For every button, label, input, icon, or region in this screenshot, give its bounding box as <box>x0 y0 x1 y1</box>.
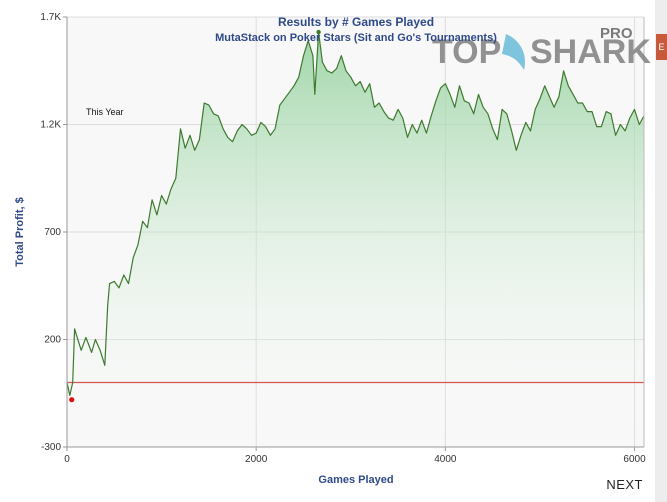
x-tick-label: 2000 <box>245 454 268 465</box>
topshark-logo: TOP SHARK PRO <box>432 25 651 71</box>
series-line <box>67 31 644 396</box>
side-tab[interactable]: E <box>656 34 667 60</box>
right-edge-strip <box>655 0 667 502</box>
y-tick-label: -300 <box>41 442 61 453</box>
chart-subtitle: MutaStack on Poker Stars (Sit and Go's T… <box>215 32 497 44</box>
y-tick-label: 1.2K <box>40 120 61 131</box>
x-tick-label: 6000 <box>623 454 646 465</box>
shark-fin-icon <box>502 34 526 70</box>
x-tick-label: 0 <box>64 454 70 465</box>
logo-text-top: TOP <box>432 33 501 71</box>
next-button[interactable]: NEXT <box>606 477 643 492</box>
series-line-group <box>67 31 644 396</box>
y-tick-label: 200 <box>44 335 61 346</box>
y-tick-label: 1.7K <box>40 12 61 23</box>
markers <box>69 29 321 403</box>
x-axis-ticks: 0 2000 4000 6000 <box>64 447 646 465</box>
logo-badge-pro: PRO <box>600 25 633 42</box>
x-tick-label: 4000 <box>434 454 457 465</box>
y-axis-title: Total Profit, $ <box>14 197 26 266</box>
min-point-marker <box>69 397 75 403</box>
series-area-fill <box>67 32 644 447</box>
logo-text-shark: SHARK <box>530 33 651 71</box>
x-axis-title: Games Played <box>318 474 393 486</box>
series-area <box>67 32 644 447</box>
y-tick-label: 700 <box>44 227 61 238</box>
y-axis-ticks: -300 200 700 1.2K 1.7K <box>40 12 67 453</box>
annotation-this-year: This Year <box>86 107 124 117</box>
peak-point-marker <box>316 29 321 35</box>
chart-title: Results by # Games Played <box>278 15 434 29</box>
